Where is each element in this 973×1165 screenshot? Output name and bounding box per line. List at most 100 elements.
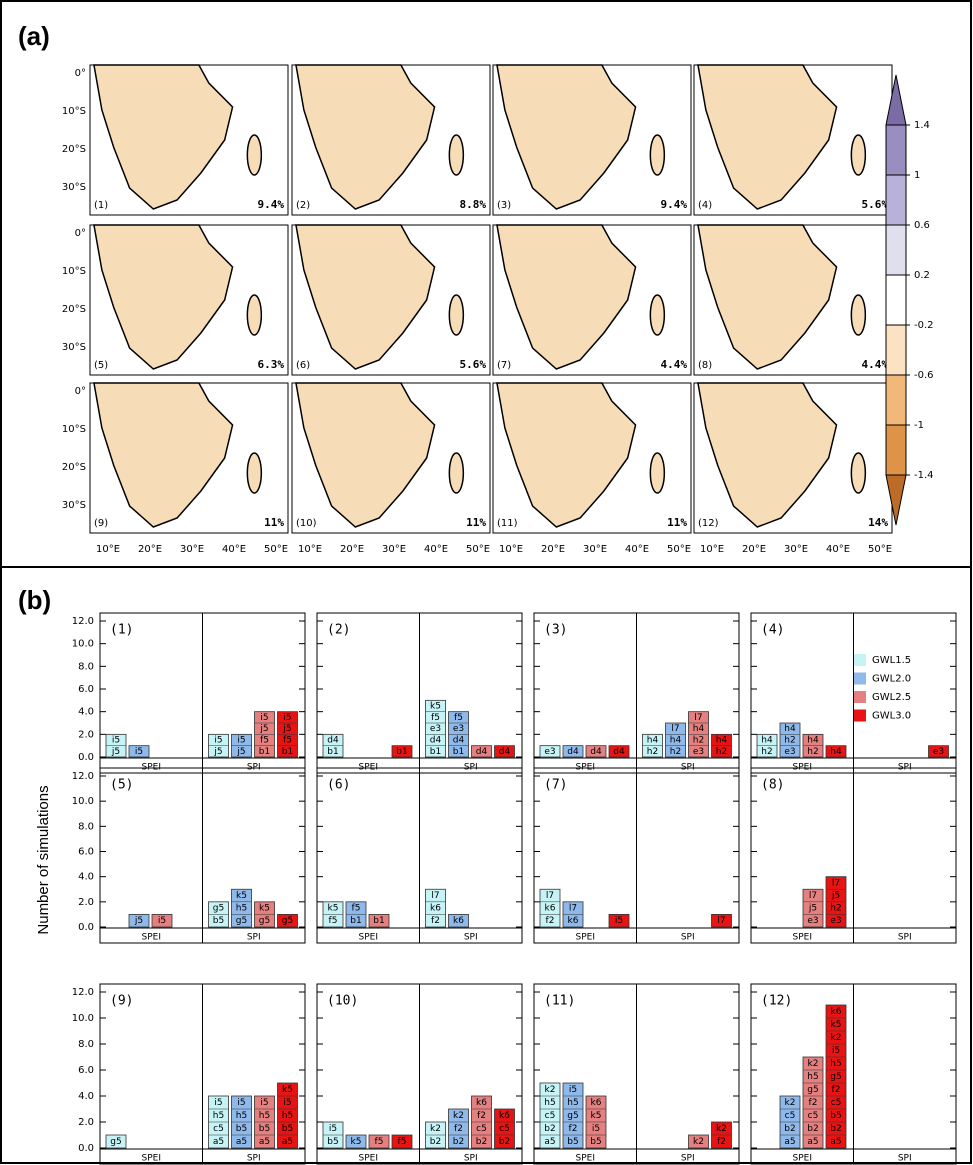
madagascar bbox=[850, 294, 867, 336]
segment-label: i5 bbox=[112, 736, 120, 746]
x-tick-label: SPEI bbox=[793, 1154, 812, 1164]
bar bbox=[779, 722, 801, 758]
segment-label: h2 bbox=[807, 747, 818, 757]
segment-label: c5 bbox=[785, 1111, 796, 1121]
segment-label: b2 bbox=[830, 1124, 841, 1134]
segment-label: i5 bbox=[135, 747, 143, 757]
segment-label: f5 bbox=[398, 1137, 407, 1147]
segment-label: g5 bbox=[213, 904, 224, 914]
segment-label: b1 bbox=[259, 747, 270, 757]
y-tick-label: 4.0 bbox=[78, 872, 94, 883]
x-tick-label: SPI bbox=[464, 1154, 478, 1164]
lon-tick-label: 30°E bbox=[382, 544, 406, 555]
map-percent: 5.6% bbox=[862, 198, 889, 211]
segment-label: k6 bbox=[476, 1098, 487, 1108]
bar bbox=[425, 699, 446, 758]
segment-label: j5 bbox=[213, 747, 222, 757]
colorbar-cell bbox=[885, 124, 907, 176]
panel-b-title: (b) bbox=[18, 585, 51, 615]
segment-label: h4 bbox=[807, 736, 819, 746]
map-percent: 11% bbox=[667, 516, 687, 529]
lon-tick-label: 10°E bbox=[96, 544, 120, 555]
segment-label: c5 bbox=[476, 1124, 487, 1134]
y-tick-label: 0.0 bbox=[78, 922, 94, 933]
segment-label: f5 bbox=[375, 1137, 384, 1147]
segment-label: e3 bbox=[453, 724, 464, 734]
segment-label: i5 bbox=[283, 713, 291, 723]
lat-tick-label: 10°S bbox=[62, 106, 86, 117]
lat-tick-label: 20°S bbox=[62, 144, 86, 155]
lon-tick-label: 20°E bbox=[138, 544, 162, 555]
segment-label: i5 bbox=[260, 1098, 268, 1108]
madagascar bbox=[448, 294, 465, 336]
segment-label: e3 bbox=[430, 724, 441, 734]
lon-tick-label: 40°E bbox=[424, 544, 448, 555]
segment-label: k6 bbox=[430, 904, 441, 914]
colorbar-cell bbox=[885, 274, 907, 326]
lon-tick-label: 30°E bbox=[784, 544, 808, 555]
segment-label: b1 bbox=[430, 747, 441, 757]
land bbox=[93, 382, 234, 528]
panel-label: (5) bbox=[110, 778, 133, 793]
legend-swatch bbox=[854, 709, 866, 722]
segment-label: f2 bbox=[717, 1137, 726, 1147]
segment-label: h5 bbox=[567, 1098, 578, 1108]
segment-label: k6 bbox=[591, 1098, 602, 1108]
segment-label: e3 bbox=[933, 747, 944, 757]
map-panel-label: (2) bbox=[296, 200, 310, 211]
segment-label: d4 bbox=[499, 747, 511, 757]
colorbar-tick-label: -1.4 bbox=[914, 470, 934, 481]
panel-label: (10) bbox=[327, 994, 358, 1009]
segment-label: l7 bbox=[809, 891, 817, 901]
segment-label: a5 bbox=[259, 1137, 270, 1147]
segment-label: h5 bbox=[282, 1111, 293, 1121]
segment-label: d4 bbox=[590, 747, 602, 757]
segment-label: d4 bbox=[567, 747, 579, 757]
segment-label: b2 bbox=[784, 1124, 795, 1134]
segment-label: k2 bbox=[831, 1033, 842, 1043]
lon-tick-label: 50°E bbox=[264, 544, 288, 555]
x-tick-label: SPI bbox=[898, 1154, 912, 1164]
lon-tick-label: 10°E bbox=[298, 544, 322, 555]
map-percent: 9.4% bbox=[661, 198, 688, 211]
segment-label: b5 bbox=[236, 1124, 247, 1134]
bar bbox=[391, 1134, 413, 1149]
segment-label: f5 bbox=[431, 713, 440, 723]
segment-label: k5 bbox=[328, 904, 339, 914]
panel-label: (9) bbox=[110, 994, 133, 1009]
madagascar bbox=[649, 452, 666, 494]
bar bbox=[711, 914, 732, 928]
map-percent: 4.4% bbox=[661, 358, 688, 371]
bar bbox=[277, 914, 298, 928]
bar bbox=[471, 745, 492, 758]
segment-label: j5 bbox=[134, 916, 143, 926]
bar bbox=[494, 1108, 515, 1149]
segment-label: b1 bbox=[396, 747, 407, 757]
panel-label: (6) bbox=[327, 778, 350, 793]
segment-label: b1 bbox=[373, 916, 384, 926]
bar bbox=[802, 888, 824, 928]
map-percent: 5.6% bbox=[460, 358, 487, 371]
segment-label: f2 bbox=[431, 916, 440, 926]
x-tick-label: SPEI bbox=[576, 933, 595, 943]
bar bbox=[448, 1108, 469, 1149]
colorbar-tick-label: 0.2 bbox=[914, 270, 930, 281]
map-panel-label: (12) bbox=[698, 518, 719, 529]
x-tick-label: SPEI bbox=[576, 1154, 595, 1164]
segment-label: a5 bbox=[236, 1137, 247, 1147]
segment-label: i5 bbox=[615, 916, 623, 926]
lon-tick-label: 40°E bbox=[826, 544, 850, 555]
map-panel-label: (7) bbox=[497, 360, 511, 371]
bar bbox=[494, 745, 515, 758]
segment-label: a5 bbox=[807, 1137, 818, 1147]
segment-label: k5 bbox=[831, 1020, 842, 1030]
y-tick-label: 10.0 bbox=[72, 1013, 94, 1024]
legend-swatch bbox=[854, 654, 866, 666]
segment-label: k6 bbox=[499, 1111, 510, 1121]
panel-label: (1) bbox=[110, 623, 133, 638]
y-tick-label: 0.0 bbox=[78, 1143, 94, 1154]
bar bbox=[105, 1134, 127, 1149]
madagascar bbox=[246, 452, 263, 494]
segment-label: i5 bbox=[158, 916, 166, 926]
